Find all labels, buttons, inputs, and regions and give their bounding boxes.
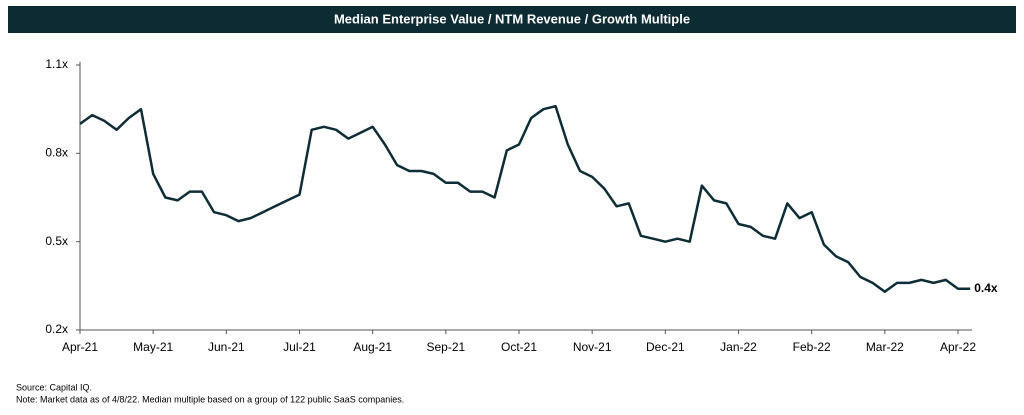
- x-tick-label: Apr-21: [62, 340, 98, 354]
- x-tick-label: Dec-21: [646, 340, 685, 354]
- y-tick-label: 0.8x: [45, 146, 68, 160]
- note: Note: Market data as of 4/8/22. Median m…: [16, 394, 404, 404]
- chart-title: Median Enterprise Value / NTM Revenue / …: [334, 11, 690, 26]
- x-tick-label: May-21: [133, 340, 173, 354]
- x-tick-label: Jul-21: [283, 340, 316, 354]
- x-tick-label: Oct-21: [501, 340, 537, 354]
- x-tick-label: Apr-22: [940, 340, 976, 354]
- title-bar: [8, 6, 1016, 33]
- annotation: 0.4x: [974, 281, 998, 295]
- x-tick-label: Jun-21: [208, 340, 245, 354]
- x-tick-label: Sep-21: [426, 340, 465, 354]
- source: Source: Capital IQ.: [16, 382, 92, 392]
- x-tick-label: Feb-22: [793, 340, 831, 354]
- line: [79, 104, 971, 293]
- y-tick-label: 0.5x: [45, 234, 68, 248]
- x-tick-label: Aug-21: [353, 340, 392, 354]
- x-tick-label: Jan-22: [720, 340, 757, 354]
- y-tick-label: 0.2x: [45, 322, 68, 336]
- y-tick-label: 1.1x: [45, 57, 68, 71]
- x-tick-label: Nov-21: [573, 340, 612, 354]
- x-tick-label: Mar-22: [866, 340, 904, 354]
